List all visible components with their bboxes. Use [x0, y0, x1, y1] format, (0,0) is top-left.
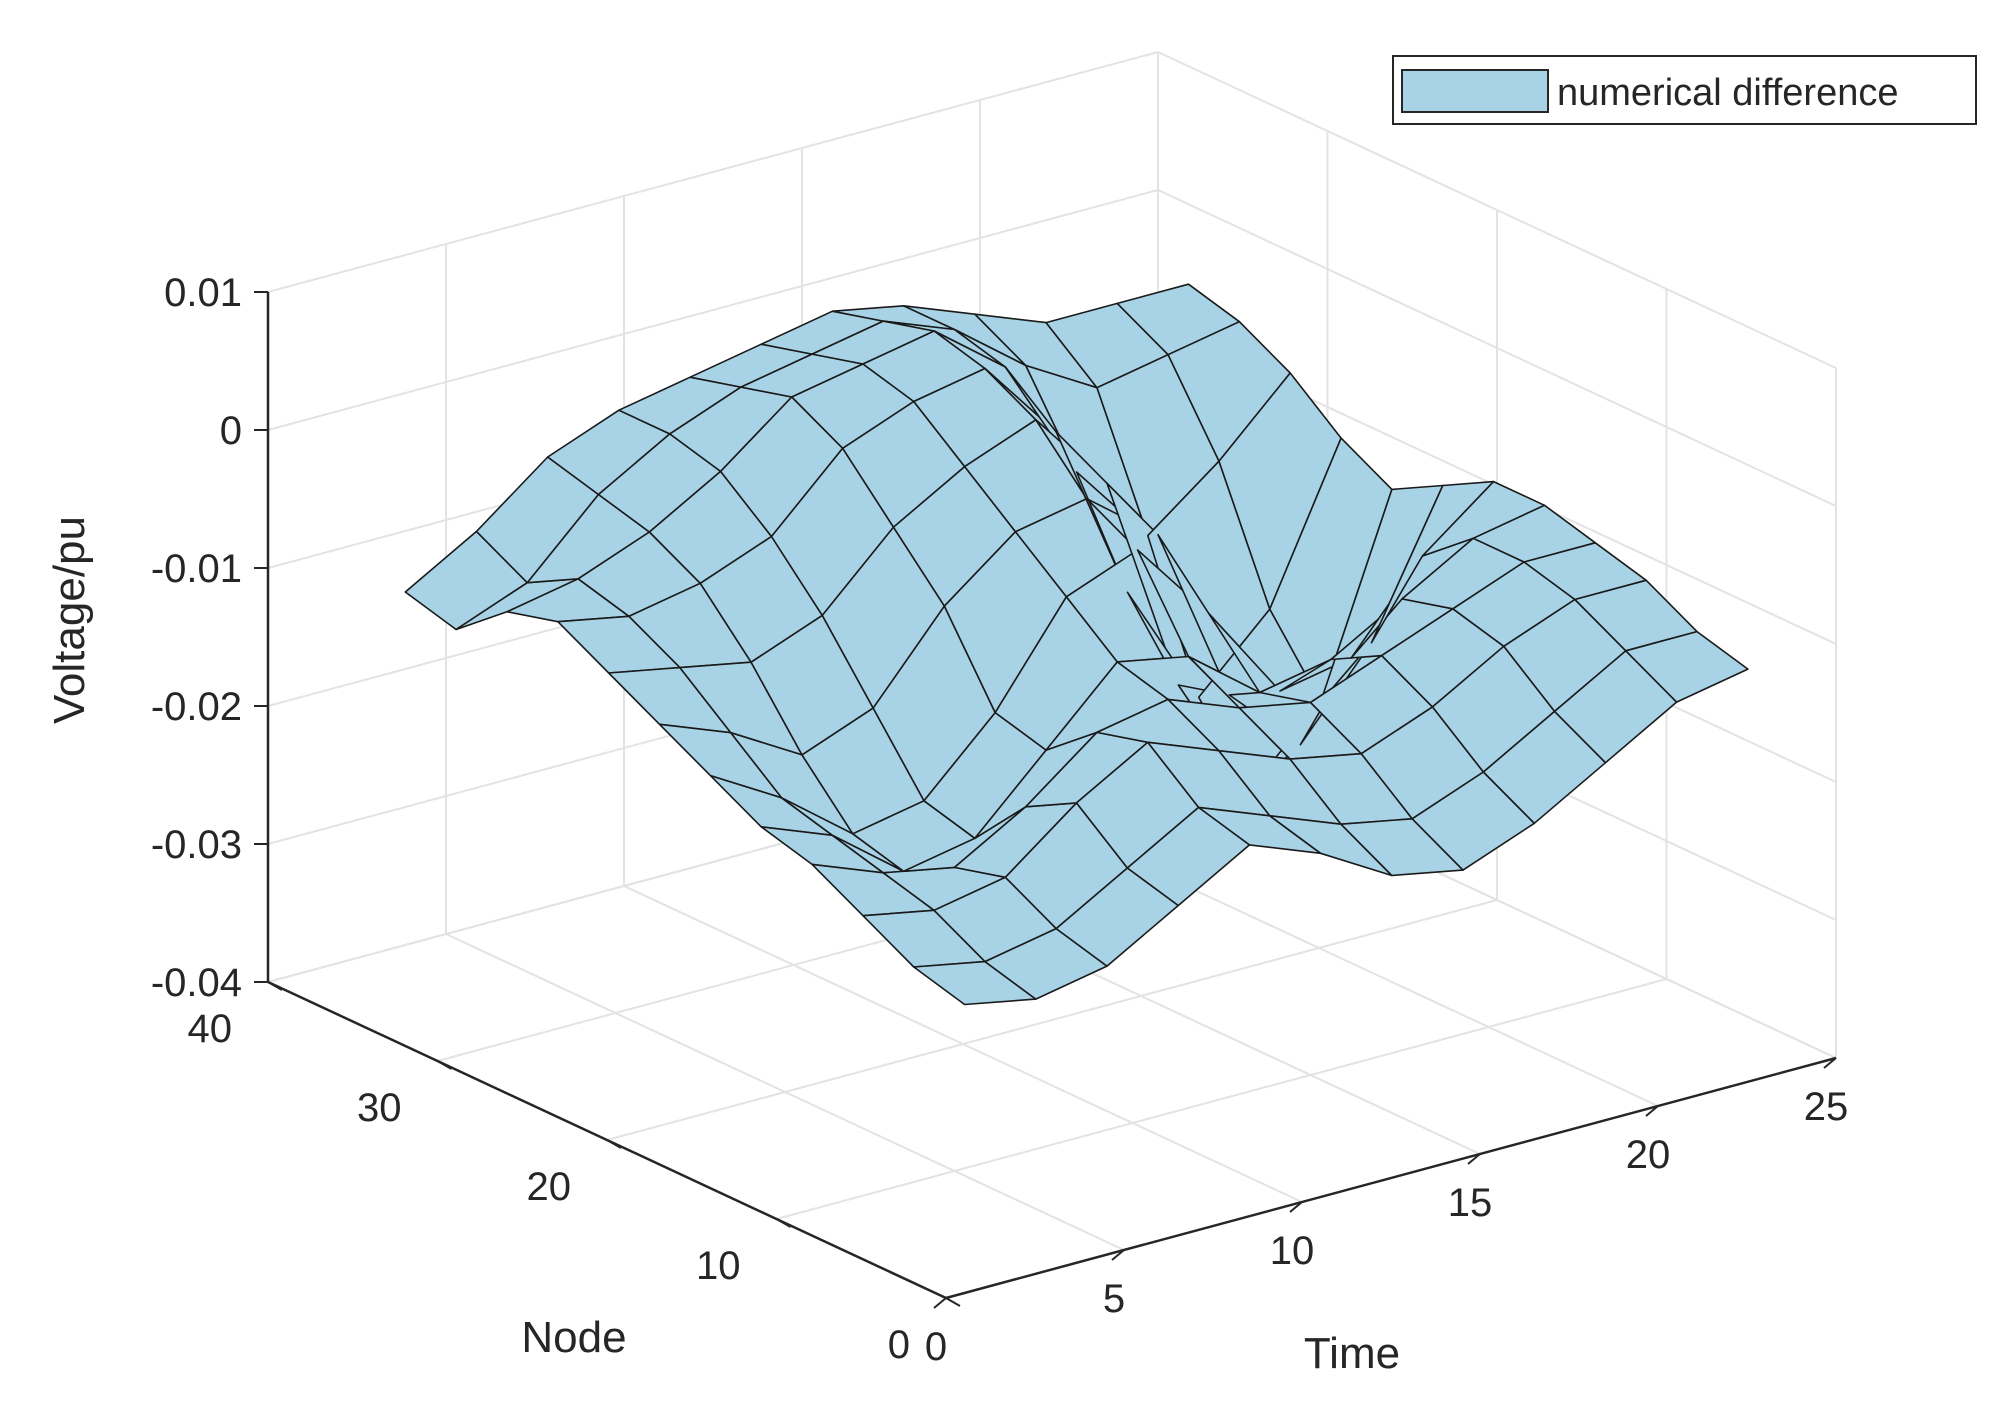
time-tick-mark [1823, 1057, 1837, 1069]
side-wall-gridline-z [1157, 189, 1837, 507]
node-tick-mark [437, 1060, 452, 1070]
z-axis-label: Voltage/pu [45, 516, 94, 724]
node-tick-mark [267, 981, 283, 991]
node-tick-label: 0 [888, 1323, 910, 1367]
floor-gridline-node [606, 899, 1498, 1141]
surface-patch [1625, 630, 1749, 703]
legend: numerical difference [1392, 55, 1977, 125]
time-tick-label: 15 [1448, 1181, 1493, 1225]
time-tick-mark [1467, 1153, 1481, 1165]
back-wall-gridline-z [267, 189, 1159, 431]
voltage-tick-label: 0.01 [164, 271, 242, 315]
node-tick-mark [606, 1139, 622, 1149]
voltage-tick-label: -0.02 [151, 685, 242, 729]
time-tick-label: 5 [1103, 1277, 1125, 1321]
legend-swatch [1401, 69, 1549, 113]
time-tick-label: 0 [925, 1325, 947, 1369]
time-axis-line [945, 1056, 1837, 1300]
side-wall-gridline-z [1157, 51, 1837, 369]
node-tick-label: 40 [188, 1007, 233, 1051]
node-tick-label: 30 [357, 1086, 402, 1130]
time-tick-mark [1111, 1249, 1125, 1261]
time-tick-label: 25 [1804, 1085, 1849, 1129]
node-tick-label: 20 [527, 1165, 572, 1209]
node-tick-mark [945, 1297, 961, 1307]
floor-gridline-node [776, 978, 1667, 1220]
x-axis-label: Time [1304, 1329, 1400, 1378]
node-tick-mark [776, 1218, 791, 1228]
voltage-tick-label: -0.03 [151, 823, 242, 867]
time-tick-label: 20 [1626, 1133, 1671, 1177]
voltage-tick-label: 0 [220, 409, 242, 453]
voltage-tick-label: -0.04 [151, 961, 242, 1005]
tick-label-layer: 0 5 10 15 20 25 0 10 20 30 40-0.04 -0.03 -0.02 -0.01 0… [151, 271, 1848, 1369]
time-tick-label: 10 [1270, 1229, 1315, 1273]
back-wall-gridline-z [267, 51, 1159, 293]
surface-layer [404, 283, 1749, 1006]
time-tick-mark [933, 1297, 947, 1309]
voltage-tick-label: -0.01 [151, 547, 242, 591]
legend-entry-label: numerical difference [1557, 72, 1898, 114]
y-axis-label: Node [521, 1313, 626, 1362]
time-tick-mark [1289, 1201, 1303, 1213]
axis-layer [254, 291, 1837, 1309]
time-tick-mark [1645, 1105, 1659, 1117]
node-tick-label: 10 [696, 1244, 741, 1288]
